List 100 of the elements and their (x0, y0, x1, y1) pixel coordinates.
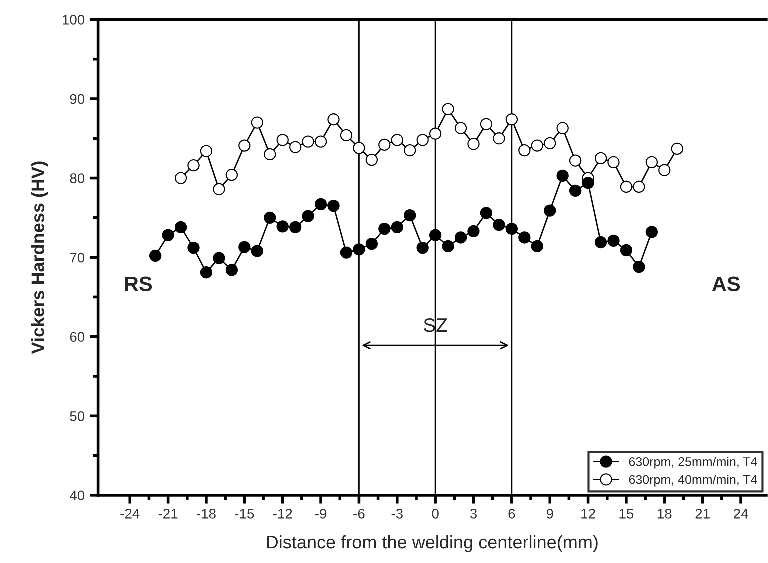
point (251, 245, 264, 258)
point (416, 134, 429, 146)
point (518, 232, 531, 244)
point (506, 114, 518, 126)
point (468, 138, 480, 150)
point (633, 261, 646, 274)
point (658, 164, 671, 176)
point (493, 132, 506, 145)
point (646, 156, 658, 168)
point (493, 218, 506, 232)
point (238, 241, 251, 254)
point (200, 266, 213, 279)
point (442, 240, 454, 253)
y-tick-label: 40 (70, 490, 85, 501)
point (302, 210, 314, 222)
x-tick-label: 21 (696, 509, 710, 519)
point (594, 152, 608, 165)
point (276, 220, 289, 233)
point (556, 122, 569, 134)
x-tick-label: 12 (582, 509, 596, 519)
point (213, 183, 226, 196)
x-axis-title: Distance from the welding centerline(mm) (267, 535, 598, 552)
x-tick-label: -21 (158, 509, 178, 519)
point (480, 118, 493, 130)
x-tick-label: 9 (546, 509, 554, 519)
point (264, 212, 276, 224)
point (468, 225, 480, 238)
legend-label: 630rpm, 40mm/min, T4 (629, 475, 758, 487)
point (544, 204, 556, 217)
y-tick-label: 50 (70, 411, 85, 422)
point (671, 142, 684, 156)
point (366, 238, 378, 250)
annotation: RS (125, 276, 152, 292)
point (314, 198, 328, 211)
y-tick-label: 100 (63, 15, 85, 25)
point (582, 176, 594, 190)
x-tick-label: -9 (315, 509, 327, 519)
x-tick-label: 15 (620, 509, 634, 519)
point (226, 169, 238, 182)
point (150, 250, 162, 262)
point (442, 103, 454, 116)
point (289, 221, 302, 234)
point (188, 160, 200, 172)
x-tick-label: -12 (273, 509, 292, 519)
point (594, 236, 608, 249)
point (480, 207, 493, 220)
y-tick-label: 70 (70, 252, 85, 263)
point (429, 128, 442, 140)
x-tick-label: 3 (470, 509, 477, 519)
point (314, 136, 328, 148)
point (620, 180, 633, 194)
point (506, 222, 518, 236)
point (608, 156, 620, 168)
point (226, 264, 238, 276)
point (174, 221, 188, 234)
point (378, 222, 391, 236)
point (531, 140, 544, 152)
x-tick-label: 18 (658, 509, 672, 519)
x-tick-label: 24 (734, 509, 748, 519)
legend-label: 630rpm, 25mm/min, T4 (629, 457, 758, 469)
point (328, 114, 340, 126)
point (328, 200, 340, 212)
point (251, 116, 264, 129)
point (454, 122, 468, 134)
x-tick-label: -3 (392, 509, 403, 519)
point (608, 234, 620, 247)
x-tick-label: 6 (508, 509, 516, 519)
point (646, 226, 658, 238)
point (264, 148, 276, 161)
point (188, 242, 200, 254)
point (569, 154, 582, 167)
point (238, 140, 251, 152)
point (174, 172, 188, 184)
point (340, 129, 353, 142)
point (162, 229, 174, 242)
point (340, 246, 353, 259)
x-tick-label: -24 (120, 509, 140, 519)
y-tick-label: 60 (70, 332, 85, 342)
y-axis-title: Vickers Hardness (HV) (31, 162, 48, 354)
point (200, 145, 213, 158)
point (518, 144, 531, 157)
point (531, 240, 544, 253)
y-tick-label: 90 (70, 94, 85, 104)
point (302, 136, 314, 148)
point (429, 229, 442, 242)
x-tick-label: -6 (354, 509, 365, 519)
point (620, 244, 633, 257)
point (213, 252, 226, 264)
point (404, 144, 416, 157)
x-tick-label: -18 (197, 509, 216, 519)
point (391, 134, 404, 146)
point (416, 242, 429, 254)
point (378, 138, 391, 152)
point (404, 209, 416, 222)
point (353, 142, 366, 154)
point (544, 137, 556, 150)
annotation: AS (712, 276, 740, 292)
point (569, 184, 582, 198)
point (366, 154, 378, 166)
point (289, 141, 302, 154)
